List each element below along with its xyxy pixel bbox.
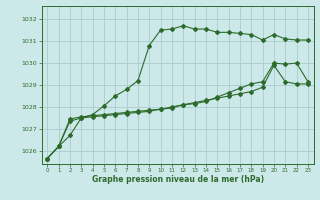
X-axis label: Graphe pression niveau de la mer (hPa): Graphe pression niveau de la mer (hPa) bbox=[92, 175, 264, 184]
